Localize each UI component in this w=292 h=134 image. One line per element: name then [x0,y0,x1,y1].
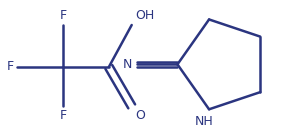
Text: O: O [135,109,145,122]
Text: NH: NH [195,115,213,128]
Text: OH: OH [135,9,155,22]
Text: N: N [123,58,133,71]
Text: F: F [60,9,67,22]
Text: F: F [60,109,67,122]
Text: F: F [6,60,13,74]
